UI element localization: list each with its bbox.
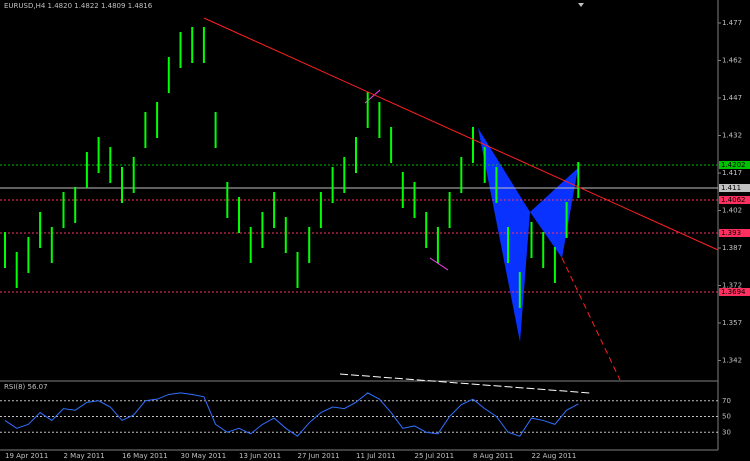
level-tag-label: 1.4202: [721, 161, 746, 169]
x-tick-label: 8 Aug 2011: [473, 452, 513, 460]
y-tick-label: 1.372: [722, 282, 742, 290]
x-tick-label: 22 Aug 2011: [532, 452, 577, 460]
y-tick-label: 1.417: [722, 169, 742, 177]
y-tick-label: 1.447: [722, 94, 742, 102]
y-tick-label: 1.387: [722, 244, 742, 252]
y-tick-label: 70: [722, 397, 731, 405]
y-tick-label: 1.462: [722, 57, 742, 65]
rsi-trendline: [339, 373, 591, 394]
y-tick-label: 1.432: [722, 132, 742, 140]
x-tick-label: 2 May 2011: [64, 452, 105, 460]
projection-line: [561, 257, 621, 381]
level-tag: [719, 196, 750, 204]
level-tag-label: 1.411: [721, 184, 741, 192]
y-tick-label: 1.477: [722, 19, 742, 27]
x-tick-label: 16 May 2011: [122, 452, 168, 460]
level-tag: [719, 229, 750, 237]
level-tag-label: 1.4062: [721, 196, 746, 204]
y-tick-label: 1.342: [722, 357, 742, 365]
level-tag: [719, 161, 750, 169]
level-tag: [719, 184, 750, 192]
shift-marker[interactable]: [578, 3, 584, 7]
trendline: [203, 17, 719, 251]
x-tick-label: 13 Jun 2011: [239, 452, 281, 460]
swing-line: [429, 257, 449, 271]
indicator-header: RSI(8) 56.07: [4, 383, 48, 391]
x-tick-label: 30 May 2011: [181, 452, 227, 460]
chart-header: EURUSD,H4 1.4820 1.4822 1.4809 1.4816: [4, 2, 153, 10]
x-tick-label: 25 Jul 2011: [415, 452, 455, 460]
x-tick-label: 27 Jun 2011: [298, 452, 340, 460]
y-tick-label: 50: [722, 413, 731, 421]
pattern-leg: [478, 128, 530, 342]
x-tick-label: 11 Jul 2011: [356, 452, 396, 460]
level-tag-label: 1.3694: [721, 288, 746, 296]
level-tag: [719, 288, 750, 296]
level-tag-label: 1.393: [721, 229, 741, 237]
rsi-line: [4, 392, 579, 437]
y-tick-label: 30: [722, 428, 731, 436]
x-tick-label: 19 Apr 2011: [5, 452, 48, 460]
y-tick-label: 1.402: [722, 207, 742, 215]
y-tick-label: 1.357: [722, 319, 742, 327]
